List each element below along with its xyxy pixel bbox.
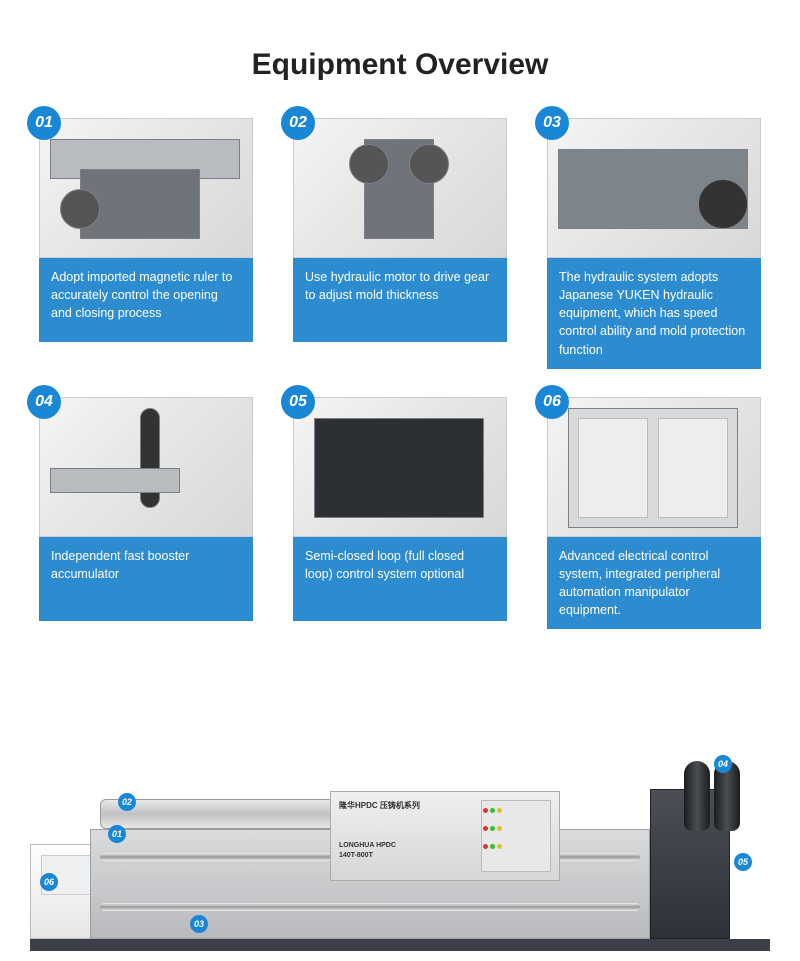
page-title: Equipment Overview xyxy=(0,0,800,118)
feature-image-01 xyxy=(39,118,253,258)
feature-card-05: 05 Semi-closed loop (full closed loop) c… xyxy=(293,397,507,630)
brand-label: 隆华HPDC 压铸机系列 xyxy=(339,800,420,811)
machine-panel: 隆华HPDC 压铸机系列 LONGHUA HPDC 140T-800T xyxy=(330,791,560,881)
feature-image-05 xyxy=(293,397,507,537)
feature-card-06: 06 Advanced electrical control system, i… xyxy=(547,397,761,630)
feature-card-02: 02 Use hydraulic motor to drive gear to … xyxy=(293,118,507,369)
feature-card-03: 03 The hydraulic system adopts Japanese … xyxy=(547,118,761,369)
badge-02: 02 xyxy=(281,106,315,140)
badge-03: 03 xyxy=(535,106,569,140)
machine-callout-05: 05 xyxy=(734,853,752,871)
feature-image-03 xyxy=(547,118,761,258)
feature-image-02 xyxy=(293,118,507,258)
machine-callout-01: 01 xyxy=(108,825,126,843)
feature-caption-01: Adopt imported magnetic ruler to accurat… xyxy=(39,258,253,342)
feature-card-01: 01 Adopt imported magnetic ruler to accu… xyxy=(39,118,253,369)
machine-callout-06: 06 xyxy=(40,873,58,891)
feature-image-04 xyxy=(39,397,253,537)
model-label-1: LONGHUA HPDC xyxy=(339,842,396,849)
feature-card-04: 04 Independent fast booster accumulator xyxy=(39,397,253,630)
machine-callout-04: 04 xyxy=(714,755,732,773)
feature-caption-03: The hydraulic system adopts Japanese YUK… xyxy=(547,258,761,369)
feature-caption-05: Semi-closed loop (full closed loop) cont… xyxy=(293,537,507,621)
feature-caption-02: Use hydraulic motor to drive gear to adj… xyxy=(293,258,507,342)
feature-caption-06: Advanced electrical control system, inte… xyxy=(547,537,761,630)
machine-section: 隆华HPDC 压铸机系列 LONGHUA HPDC 140T-800T 01 02… xyxy=(0,701,800,961)
accumulator-1 xyxy=(684,761,710,831)
badge-04: 04 xyxy=(27,385,61,419)
feature-image-06 xyxy=(547,397,761,537)
feature-caption-04: Independent fast booster accumulator xyxy=(39,537,253,621)
feature-grid: 01 Adopt imported magnetic ruler to accu… xyxy=(0,118,800,629)
control-panel-buttons xyxy=(481,800,551,872)
machine-illustration: 隆华HPDC 压铸机系列 LONGHUA HPDC 140T-800T 01 02… xyxy=(30,731,770,951)
badge-06: 06 xyxy=(535,385,569,419)
machine-callout-03: 03 xyxy=(190,915,208,933)
machine-callout-02: 02 xyxy=(118,793,136,811)
model-label-2: 140T-800T xyxy=(339,852,373,859)
badge-01: 01 xyxy=(27,106,61,140)
badge-05: 05 xyxy=(281,385,315,419)
